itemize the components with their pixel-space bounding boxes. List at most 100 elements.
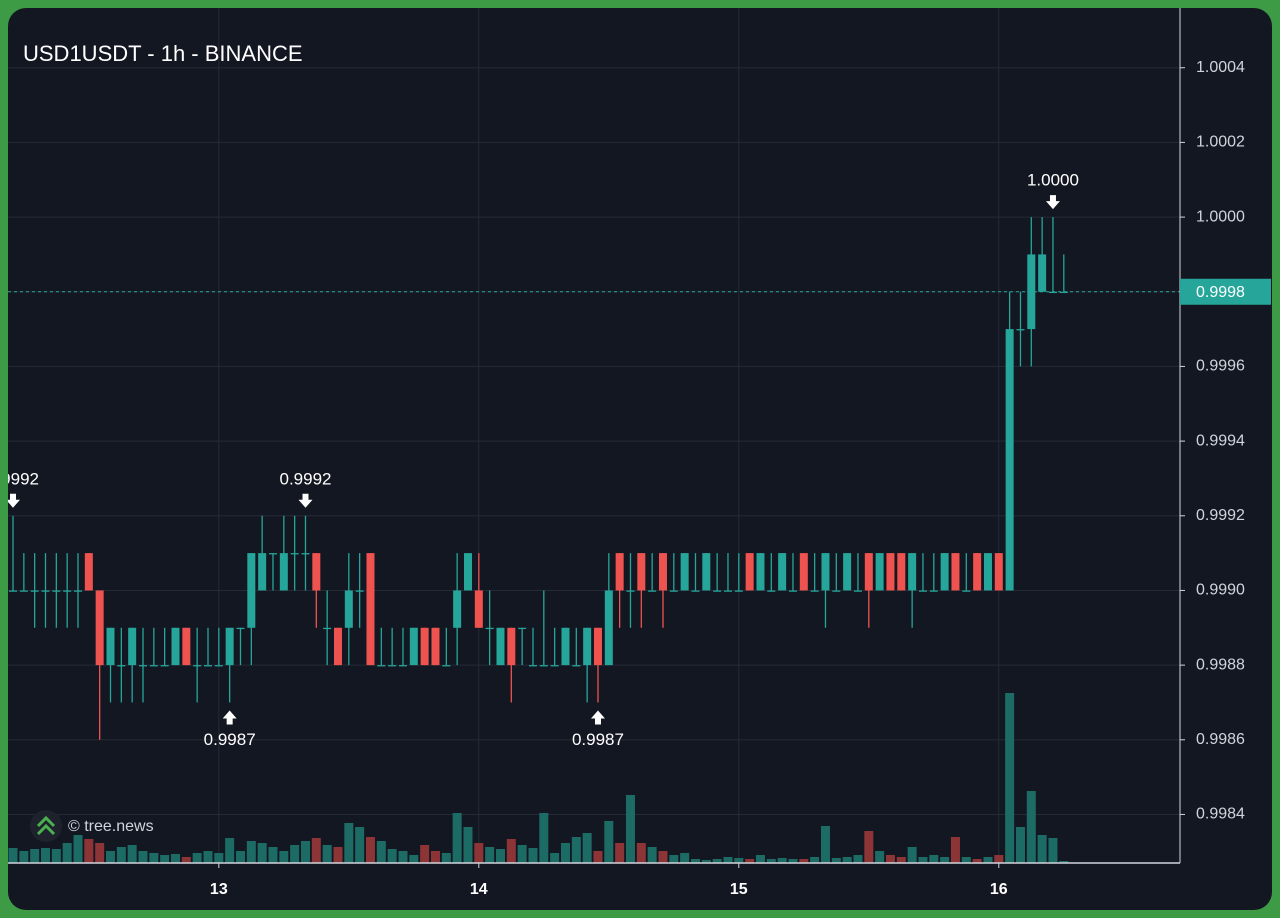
y-tick-label: 1.0000 [1196,208,1245,225]
volume-bar [907,847,917,863]
volume-bar [430,851,440,863]
candle-body [864,553,873,591]
candle-body [897,553,906,591]
volume-bar [766,859,776,863]
volume-bar [658,851,668,863]
volume-bar [8,848,18,863]
volume-bar [560,843,570,863]
volume-bar [961,857,971,863]
candle-body [1027,254,1036,330]
volume-bar [73,835,83,863]
y-tick-label: 0.9992 [1196,507,1245,524]
y-tick-label: 1.0004 [1196,59,1245,76]
candle-body [290,553,299,555]
annotation-arrow [590,710,605,725]
candle-body [128,627,137,666]
volume-bar [1059,861,1069,863]
volume-bar [333,847,343,863]
candle-body [182,627,191,666]
volume-bar [615,843,625,863]
volume-bar [257,843,267,863]
candle-body [366,553,375,666]
volume-bar [279,851,289,863]
candle-body [550,665,559,667]
candle-body [583,627,592,666]
candle-body [301,553,310,555]
candle-body [106,627,115,666]
candle-body [507,627,516,666]
volume-bar [420,845,430,863]
y-tick-label: 0.9986 [1196,731,1245,748]
candle-body [843,553,852,591]
volume-bar [225,838,235,863]
volume-bar [550,853,560,863]
volume-bar [636,843,646,863]
volume-bar [972,859,982,863]
candle-body [918,590,927,592]
volume-bar [1048,838,1058,863]
volume-bar [95,843,105,863]
candle-body [496,627,505,666]
volume-bar [690,859,700,863]
volume-bar [192,853,202,863]
candle-body [41,590,50,592]
annotation-label: 1.0000 [1027,171,1079,190]
volume-bar [831,858,841,863]
y-tick-label: 1.0002 [1196,134,1245,151]
candle-body [9,590,17,592]
volume-bar [896,857,906,863]
candle-body [572,665,581,667]
candle-body [312,553,321,591]
candle-body [236,627,245,630]
volume-bar [203,851,213,863]
volume-bar [246,841,256,863]
volume-bar [517,845,527,863]
candle-body [344,590,353,628]
candle-body [593,627,602,666]
volume-bar [62,843,72,863]
volume-bar [864,831,874,863]
candle-body [409,627,418,666]
chart-title: USD1USDT - 1h - BINANCE [23,41,303,66]
price-pane: 0.9992 0.9987 0.9992 0.9987 1.0000 [0,171,1180,749]
volume-bar [680,853,690,863]
candle-body [832,590,841,592]
volume-bar [300,841,310,863]
candle-body [431,627,440,666]
candle-body [63,590,72,592]
last-price-box [1180,278,1271,305]
candle-body [723,590,732,592]
volume-bar [604,821,614,863]
volume-bar [19,851,29,863]
candle-body [52,590,61,592]
volume-bar [593,851,603,863]
candle-body [734,590,743,592]
volume-bar [810,857,820,863]
volume-bar [138,851,148,863]
volume-bar [149,853,159,863]
volume-bar [1015,827,1025,863]
candle-body [702,553,711,591]
candle-body [225,627,234,666]
candle-body [268,553,277,555]
volume-bar [669,855,679,863]
candle-body [788,590,797,592]
candle-body [518,627,527,630]
y-tick-label: 0.9996 [1196,358,1245,375]
volume-bar [452,813,462,863]
candle-body [994,553,1003,591]
volume-bar [355,827,365,863]
volume-bar [40,848,50,863]
candle-body [442,665,451,667]
candle-body [778,553,787,591]
annotation-label: 0.9992 [0,469,39,488]
volume-bar [214,853,224,863]
candle-body [745,553,754,591]
x-tick-label: 15 [730,881,748,898]
volume-bar [885,855,895,863]
volume-bar [181,857,191,863]
volume-bar [398,851,408,863]
volume-bar [105,851,115,863]
candle-body [117,665,126,667]
candle-body [203,665,212,667]
